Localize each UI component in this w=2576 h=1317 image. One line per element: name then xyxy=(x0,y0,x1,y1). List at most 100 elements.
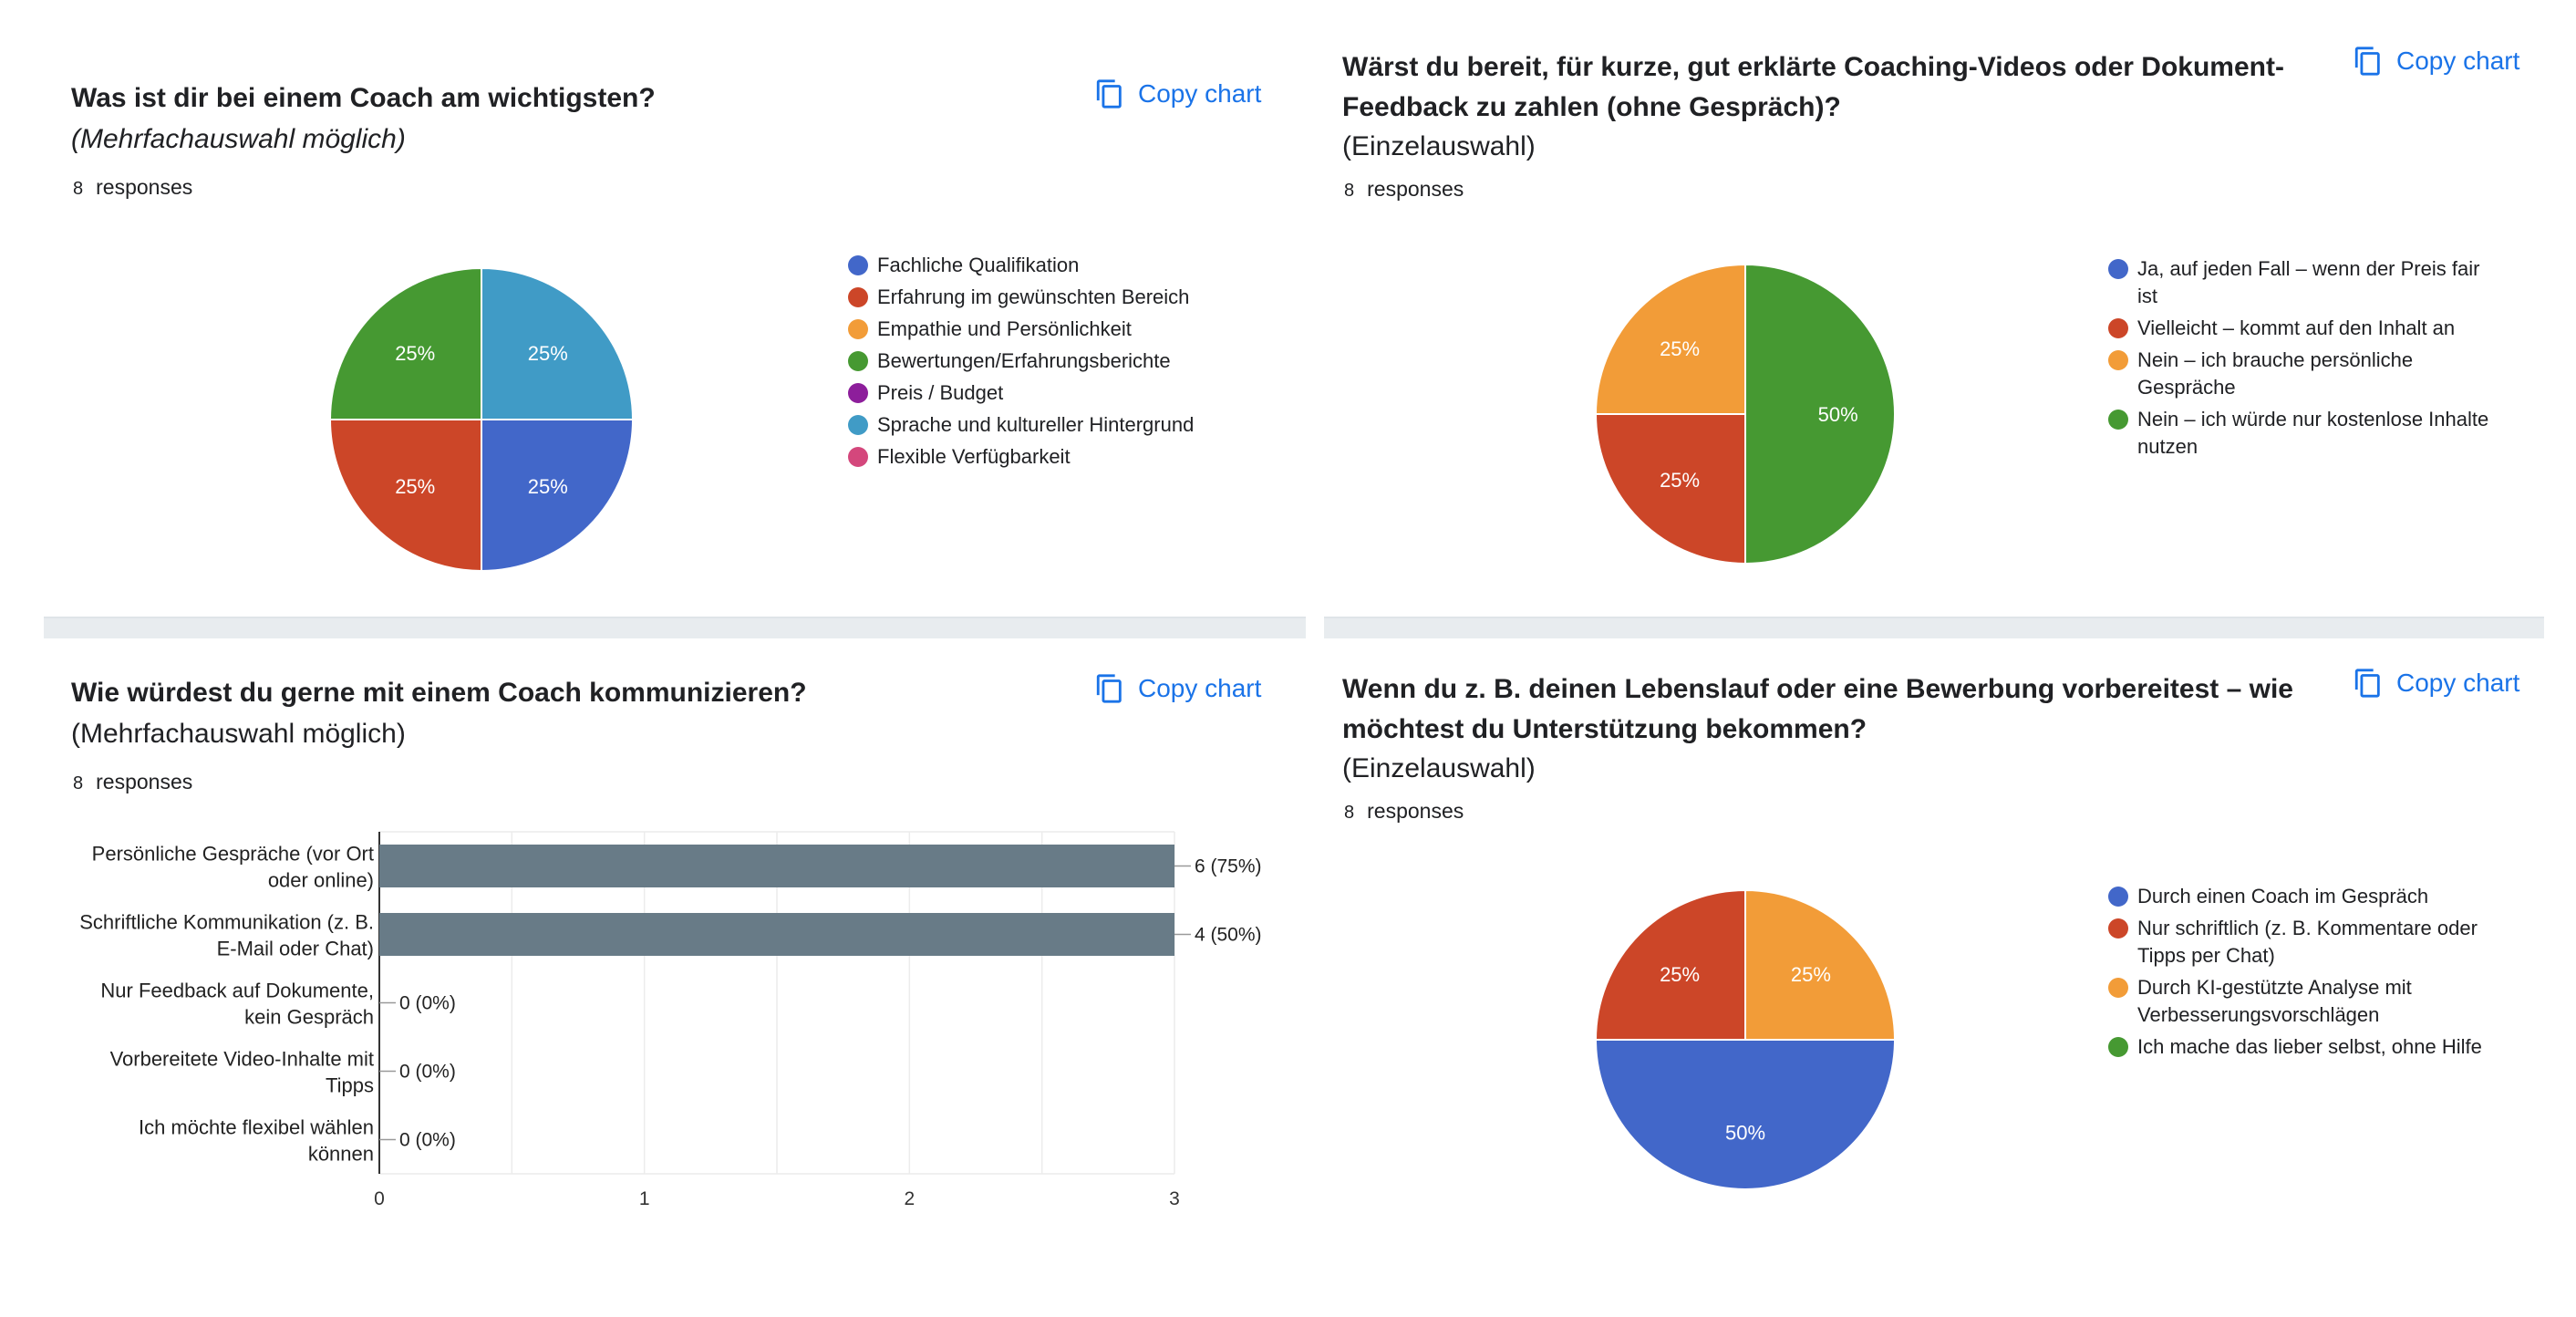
copy-chart-label: Copy chart xyxy=(1138,79,1262,108)
question-subtitle: (Einzelauswahl) xyxy=(1342,753,1536,783)
value-label: 4 (50%) xyxy=(1195,925,1262,946)
legend-item-sprache-und-kultureller-hintergrund: Sprache und kultureller Hintergrund xyxy=(848,411,1286,439)
pie-slice-erfahrung-im-gewunschten-bereich xyxy=(328,419,482,573)
legend-label: Durch KI-gestützte Analyse mit Verbesser… xyxy=(2137,976,2412,1026)
bar-personliche-gesprache-vor-ort-oder-onlin xyxy=(379,845,1174,887)
category-label: Persönliche Gespräche (vor Ort oder onlin… xyxy=(92,843,374,892)
copy-icon xyxy=(1096,79,1122,109)
legend-item-preis-budget: Preis / Budget xyxy=(848,379,1286,407)
response-count: 8 responses xyxy=(1344,177,1464,201)
pie-chart: 50% 25% 25% xyxy=(1594,263,1896,565)
legend-swatch xyxy=(848,255,868,275)
card-separator-left xyxy=(44,617,1306,640)
legend-label: Erfahrung im gewünschten Bereich xyxy=(877,285,1190,308)
pie-slice-nein-ich-brauche-personliche-gesprache xyxy=(1594,263,1746,415)
chart-legend: Durch einen Coach im Gespräch Nur schrift… xyxy=(2108,883,2500,1065)
response-count: 8 responses xyxy=(73,175,193,199)
copy-icon xyxy=(2354,47,2380,76)
pie-slice-label: 25% xyxy=(1791,963,1831,986)
pie-slice-durch-einen-coach-im-gesprach xyxy=(1594,1039,1897,1190)
legend-item-fachliche-qualifikation: Fachliche Qualifikation xyxy=(848,252,1286,279)
legend-label: Nein – ich brauche persönliche Gespräche xyxy=(2137,348,2414,399)
x-tick-label: 3 xyxy=(1169,1188,1180,1209)
legend-item-bewertungen-erfahrungsberichte: Bewertungen/Erfahrungsberichte xyxy=(848,347,1286,375)
question-title: Wie würdest du gerne mit einem Coach kom… xyxy=(71,678,807,708)
legend-label: Nur schriftlich (z. B. Kommentare oder T… xyxy=(2137,917,2478,967)
legend-swatch xyxy=(2108,918,2128,938)
legend-label: Flexible Verfügbarkeit xyxy=(877,445,1071,468)
pie-slice-fachliche-qualifikation xyxy=(481,419,635,573)
legend-item-flexible-verfugbarkeit: Flexible Verfügbarkeit xyxy=(848,443,1286,471)
x-tick-label: 2 xyxy=(904,1188,915,1209)
pie-slice-durch-ki-gestutzte-analyse-mit-verbesser xyxy=(1744,888,1897,1041)
category-label: Nur Feedback auf Dokumente, kein Gespräch xyxy=(100,980,374,1029)
question-subtitle: (Mehrfachauswahl möglich) xyxy=(71,124,406,154)
legend-item-vielleicht-kommt-auf-den-inhalt-an: Vielleicht – kommt auf den Inhalt an xyxy=(2108,315,2500,342)
legend-label: Sprache und kultureller Hintergrund xyxy=(877,413,1195,436)
copy-icon xyxy=(1096,674,1122,703)
x-tick-label: 0 xyxy=(374,1188,385,1209)
copy-chart-button[interactable]: Copy chart xyxy=(2353,44,2519,78)
chart-card-paid-content: Wärst du bereit, für kurze, gut erklärte… xyxy=(1324,36,2544,617)
copy-chart-button[interactable]: Copy chart xyxy=(1094,671,1261,706)
pie-slice-sprache-und-kultureller-hintergrund xyxy=(481,266,635,420)
legend-item-nur-schriftlich-z-b-kommentare-oder-tipp: Nur schriftlich (z. B. Kommentare oder T… xyxy=(2108,915,2500,970)
x-tick-label: 1 xyxy=(639,1188,650,1209)
category-label: Vorbereitete Video-Inhalte mit Tipps xyxy=(110,1048,374,1097)
legend-label: Ja, auf jeden Fall – wenn der Preis fair… xyxy=(2137,257,2480,307)
legend-item-empathie-und-personlichkeit: Empathie und Persönlichkeit xyxy=(848,316,1286,343)
legend-item-durch-einen-coach-im-gesprach: Durch einen Coach im Gespräch xyxy=(2108,883,2500,910)
pie-slice-label: 25% xyxy=(1660,469,1700,492)
legend-swatch xyxy=(2108,410,2128,430)
question-title-line-1: Wenn du z. B. deinen Lebenslauf oder ein… xyxy=(1342,674,2293,704)
chart-card-application-support: Wenn du z. B. deinen Lebenslauf oder ein… xyxy=(1324,638,2544,1277)
pie-chart: 25% 25% 25% 25% xyxy=(328,266,635,573)
legend-label: Bewertungen/Erfahrungsberichte xyxy=(877,349,1171,372)
question-title-line-2: möchtest du Unterstützung bekommen? xyxy=(1342,714,1867,744)
legend-swatch xyxy=(2108,978,2128,998)
legend-label: Fachliche Qualifikation xyxy=(877,254,1080,276)
response-count: 8 responses xyxy=(73,770,193,793)
value-label: 6 (75%) xyxy=(1195,856,1262,877)
bar-schriftliche-kommunikation-z-b-e-mail-od xyxy=(379,913,1174,956)
legend-label: Ich mache das lieber selbst, ohne Hilfe xyxy=(2137,1035,2482,1058)
category-label: Schriftliche Kommunikation (z. B. E-Mail … xyxy=(79,911,374,960)
question-title: Wenn du z. B. deinen Lebenslauf oder ein… xyxy=(1342,669,2293,750)
copy-chart-button[interactable]: Copy chart xyxy=(1094,77,1261,111)
chart-legend: Ja, auf jeden Fall – wenn der Preis fair… xyxy=(2108,255,2500,465)
legend-swatch xyxy=(2108,887,2128,907)
pie-slice-bewertungen-erfahrungsberichte xyxy=(328,266,482,420)
chart-card-communication: Wie würdest du gerne mit einem Coach kom… xyxy=(44,638,1306,1277)
question-title-line-1: Wärst du bereit, für kurze, gut erklärte… xyxy=(1342,52,2284,82)
legend-item-ich-mache-das-lieber-selbst-ohne-hilfe: Ich mache das lieber selbst, ohne Hilfe xyxy=(2108,1033,2500,1061)
pie-slice-label: 25% xyxy=(1660,963,1700,986)
category-label: Ich möchte flexibel wählen können xyxy=(139,1116,374,1166)
pie-slice-label: 25% xyxy=(1660,337,1700,360)
question-subtitle: (Einzelauswahl) xyxy=(1342,131,1536,161)
legend-label: Vielleicht – kommt auf den Inhalt an xyxy=(2137,316,2456,339)
value-label: 0 (0%) xyxy=(399,993,456,1014)
pie-slice-nein-ich-wurde-nur-kostenlose-inhalte-nu xyxy=(1744,263,1896,565)
pie-slice-label: 25% xyxy=(395,475,435,498)
legend-swatch xyxy=(848,415,868,435)
pie-slice-label: 50% xyxy=(1818,403,1858,426)
copy-chart-label: Copy chart xyxy=(2396,669,2520,697)
question-title-line-2: Feedback zu zahlen (ohne Gespräch)? xyxy=(1342,92,1841,122)
legend-swatch xyxy=(848,287,868,307)
legend-item-nein-ich-wurde-nur-kostenlose-inhalte-nu: Nein – ich würde nur kostenlose Inhalte … xyxy=(2108,406,2500,461)
copy-chart-button[interactable]: Copy chart xyxy=(2353,666,2519,700)
legend-swatch xyxy=(848,319,868,339)
legend-item-nein-ich-brauche-personliche-gesprache: Nein – ich brauche persönliche Gespräche xyxy=(2108,347,2500,401)
question-subtitle: (Mehrfachauswahl möglich) xyxy=(71,719,406,749)
legend-item-durch-ki-gestutzte-analyse-mit-verbesser: Durch KI-gestützte Analyse mit Verbesser… xyxy=(2108,974,2500,1029)
legend-swatch xyxy=(848,351,868,371)
question-title: Was ist dir bei einem Coach am wichtigst… xyxy=(71,83,656,113)
legend-item-ja-auf-jeden-fall-wenn-der-preis-fair-is: Ja, auf jeden Fall – wenn der Preis fair… xyxy=(2108,255,2500,310)
legend-label: Durch einen Coach im Gespräch xyxy=(2137,885,2429,907)
legend-label: Empathie und Persönlichkeit xyxy=(877,317,1132,340)
pie-chart: 25% 50% 25% xyxy=(1594,888,1897,1190)
pie-slice-nur-schriftlich-z-b-kommentare-oder-tipp xyxy=(1594,888,1746,1041)
legend-label: Preis / Budget xyxy=(877,381,1004,404)
legend-swatch xyxy=(848,383,868,403)
pie-slice-label: 25% xyxy=(528,475,568,498)
